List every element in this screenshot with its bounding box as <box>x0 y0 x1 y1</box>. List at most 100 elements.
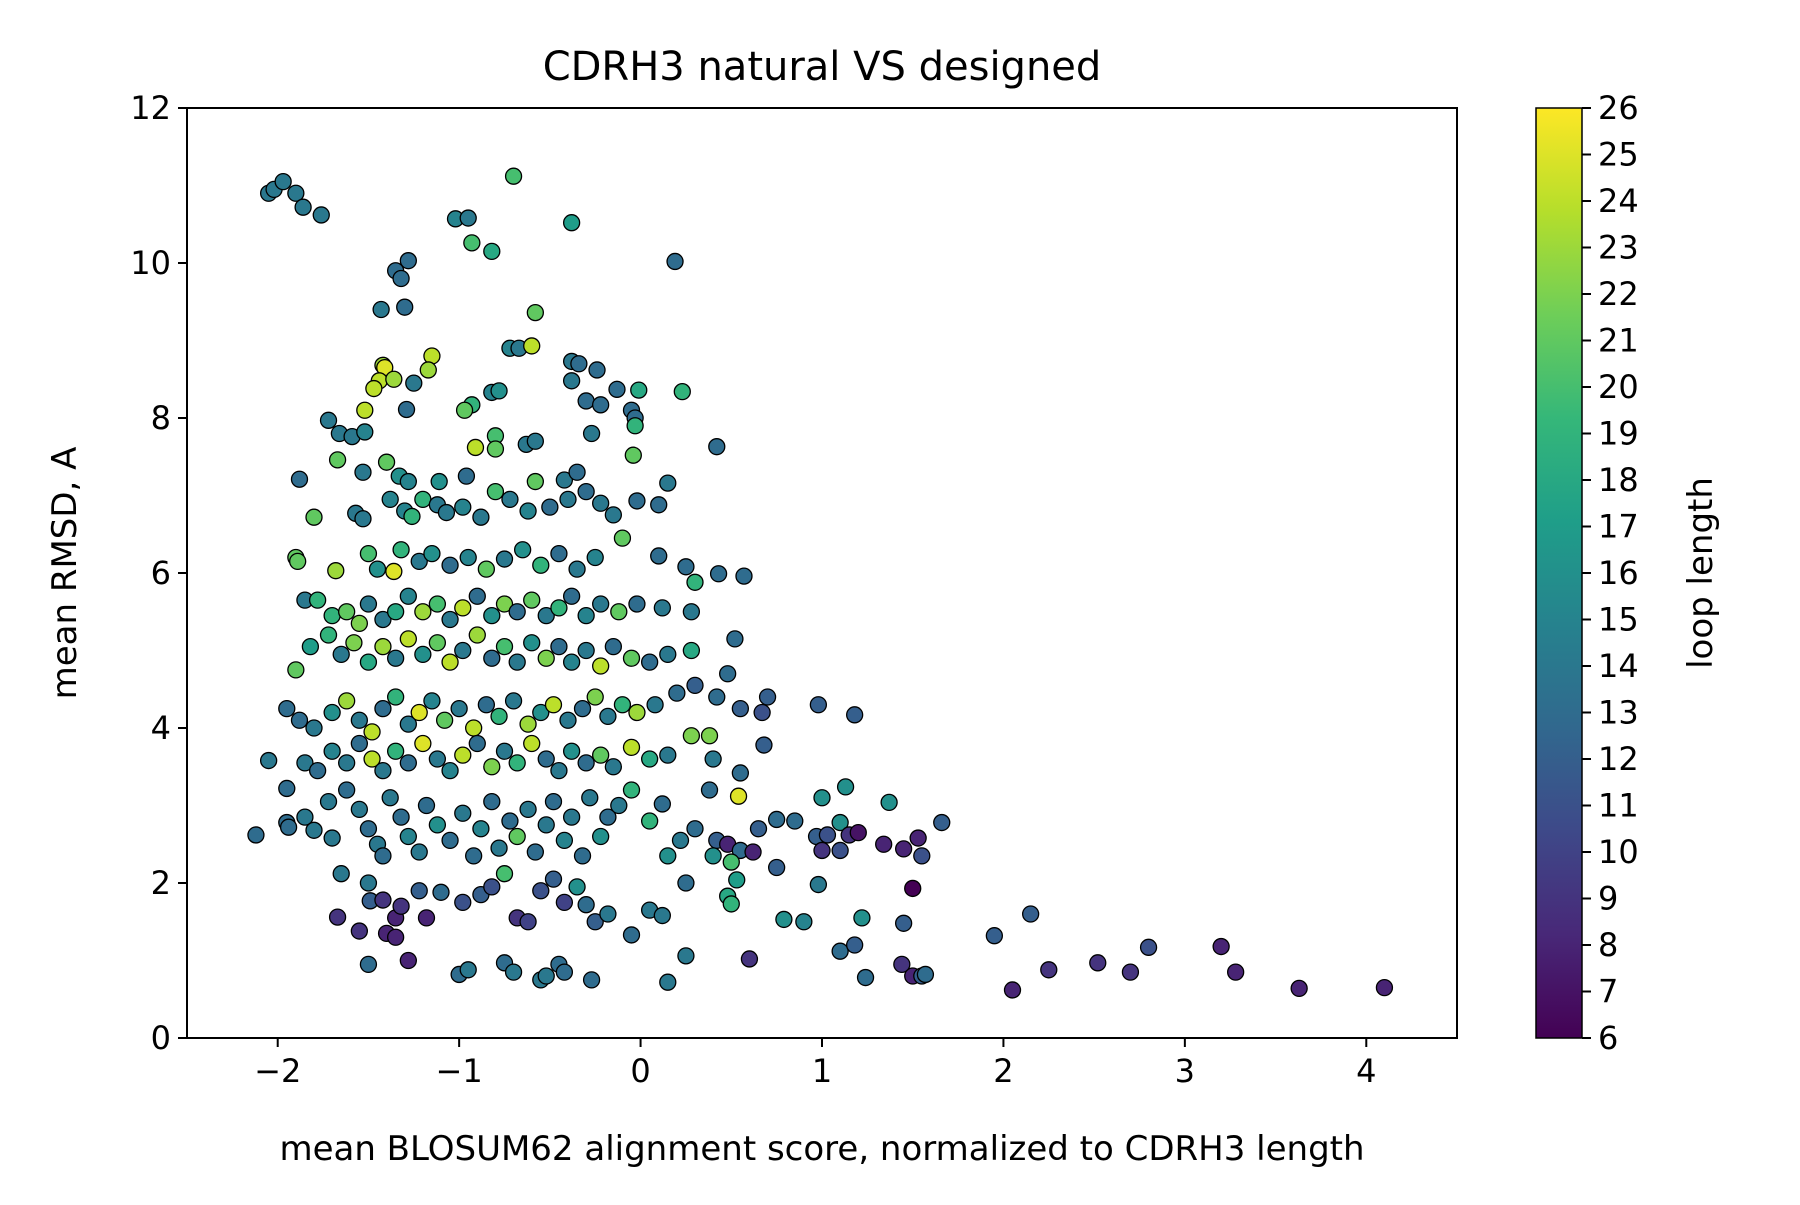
data-point <box>577 606 595 625</box>
x-axis-label: mean BLOSUM62 alignment score, normalize… <box>279 1129 1364 1169</box>
y-tick-label: 12 <box>130 89 171 127</box>
data-point <box>604 637 623 656</box>
data-point <box>1139 938 1158 956</box>
data-point <box>568 560 586 578</box>
data-point <box>582 424 601 443</box>
data-point <box>933 813 951 832</box>
data-point <box>359 653 378 671</box>
data-point <box>550 637 568 656</box>
data-point <box>1040 961 1058 979</box>
data-point <box>581 789 599 807</box>
data-point <box>450 699 468 718</box>
data-point <box>731 764 750 782</box>
data-point <box>441 653 459 671</box>
data-point <box>700 781 719 799</box>
data-point <box>305 719 323 737</box>
data-point <box>904 879 922 898</box>
data-point <box>577 392 595 410</box>
data-point <box>350 711 369 729</box>
data-point <box>459 961 477 979</box>
data-point <box>490 382 508 400</box>
data-point <box>523 337 541 355</box>
data-point <box>653 795 671 813</box>
data-point <box>392 808 410 826</box>
data-point <box>459 548 477 567</box>
data-point <box>709 565 728 583</box>
data-point <box>501 490 519 509</box>
data-point <box>483 758 501 776</box>
data-point <box>628 703 646 722</box>
data-point <box>410 552 428 571</box>
data-point <box>640 653 659 671</box>
data-point <box>592 746 610 764</box>
data-point <box>319 792 338 811</box>
data-point <box>508 653 526 671</box>
data-point <box>592 657 610 675</box>
data-point <box>622 738 641 757</box>
data-point <box>909 829 927 847</box>
y-tick-label: 8 <box>151 399 171 437</box>
data-point <box>686 820 704 838</box>
data-point <box>414 645 432 664</box>
data-point <box>399 630 417 648</box>
data-point <box>519 800 537 819</box>
data-point <box>290 470 309 488</box>
data-point <box>328 451 347 469</box>
data-point <box>279 818 298 836</box>
data-point <box>483 606 501 625</box>
data-point <box>831 841 849 860</box>
data-point <box>544 870 563 888</box>
colorbar-tick-label: 14 <box>1598 647 1639 685</box>
data-point <box>532 882 550 900</box>
data-point <box>1227 963 1245 981</box>
data-point <box>405 374 423 392</box>
colorbar-tick-label: 17 <box>1598 508 1639 546</box>
data-point <box>659 973 677 991</box>
x-tick-label: 4 <box>1356 1052 1376 1090</box>
data-point <box>381 490 399 509</box>
data-point <box>913 847 931 865</box>
data-point <box>312 206 330 224</box>
data-point <box>722 853 740 871</box>
data-point <box>562 808 581 826</box>
data-point <box>287 661 305 679</box>
data-point <box>559 711 577 729</box>
data-point <box>396 298 414 316</box>
data-point <box>550 761 568 780</box>
data-point <box>374 699 392 718</box>
data-point <box>374 847 392 865</box>
data-point <box>755 736 773 754</box>
data-point <box>519 913 537 931</box>
data-point <box>592 827 610 846</box>
data-point <box>483 792 501 811</box>
data-point <box>319 411 338 429</box>
data-point <box>577 482 595 501</box>
data-point <box>504 167 523 185</box>
data-point <box>403 507 421 526</box>
data-point <box>350 800 369 819</box>
data-point <box>809 875 828 894</box>
data-point <box>490 707 508 726</box>
data-point <box>894 914 913 932</box>
data-point <box>893 955 911 974</box>
data-point <box>849 823 867 842</box>
x-tick-label: 2 <box>993 1052 1013 1090</box>
data-point <box>381 789 399 807</box>
data-point <box>1290 979 1308 998</box>
colorbar <box>1535 107 1583 1039</box>
colorbar-tick-label: 8 <box>1598 926 1618 964</box>
data-point <box>628 492 646 510</box>
data-point <box>592 595 610 613</box>
data-point <box>305 508 323 526</box>
data-point <box>831 813 849 832</box>
data-point <box>374 891 392 909</box>
data-point <box>541 498 559 516</box>
data-point <box>319 626 338 644</box>
data-point <box>345 634 363 652</box>
colorbar-tick-label: 21 <box>1598 322 1639 360</box>
data-point <box>374 637 392 656</box>
data-point <box>377 453 396 471</box>
data-point <box>624 446 642 464</box>
data-point <box>726 630 744 648</box>
